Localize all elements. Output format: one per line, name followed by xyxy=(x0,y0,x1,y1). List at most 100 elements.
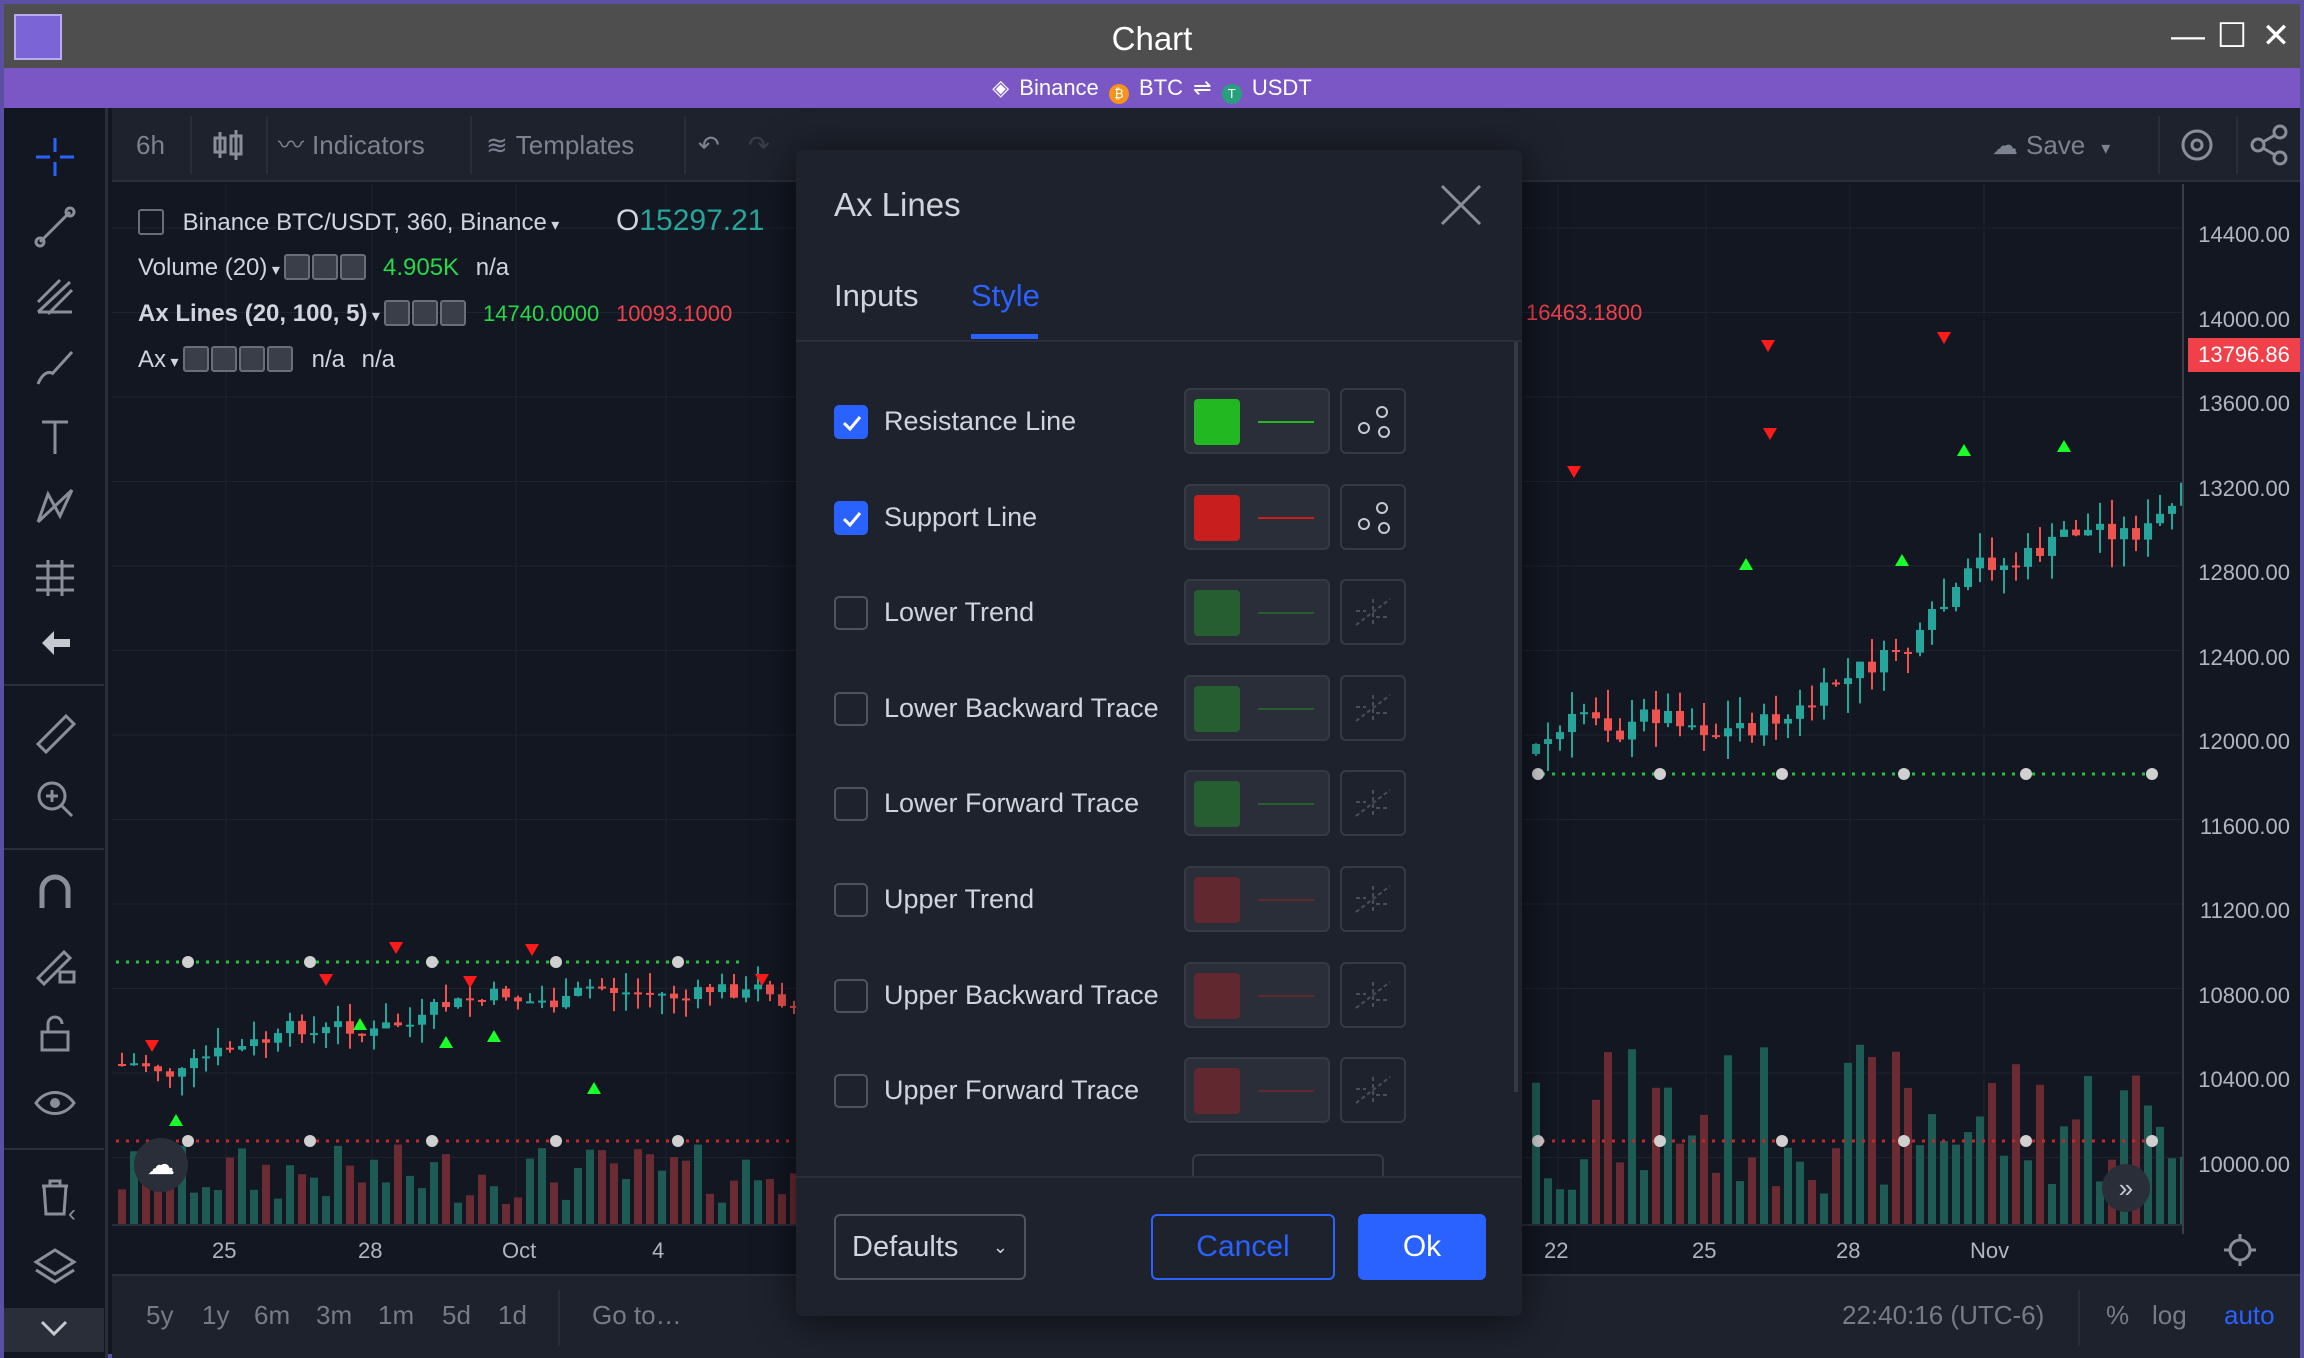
line-style-button[interactable] xyxy=(1340,770,1406,837)
close-icon[interactable] xyxy=(1436,180,1486,230)
ax-name[interactable]: Ax xyxy=(138,346,167,373)
indicators-button[interactable]: 〰 Indicators xyxy=(278,108,425,182)
collapse-toolbar-icon[interactable]: ‹ xyxy=(68,1200,76,1227)
templates-button[interactable]: ≋ Templates xyxy=(486,108,634,182)
row-checkbox[interactable] xyxy=(834,691,868,726)
clock[interactable]: 22:40:16 (UTC-6) xyxy=(1842,1300,2045,1330)
row-checkbox[interactable] xyxy=(834,500,868,535)
line-style-button[interactable] xyxy=(1340,674,1406,741)
line-style-button[interactable] xyxy=(1340,579,1406,646)
auto-toggle[interactable]: auto xyxy=(2224,1300,2275,1330)
settings-icon[interactable] xyxy=(312,254,339,280)
layers-icon[interactable] xyxy=(30,1242,80,1292)
flask-icon[interactable] xyxy=(182,346,209,372)
defaults-dropdown[interactable]: Defaults ⌄ xyxy=(834,1214,1026,1280)
line-style-button[interactable] xyxy=(1340,483,1406,550)
symbol-title[interactable]: Binance BTC/USDT, 360, Binance xyxy=(182,209,547,236)
trendline-icon[interactable] xyxy=(30,202,80,252)
row-checkbox[interactable] xyxy=(834,405,868,439)
line-style-button[interactable] xyxy=(1340,1057,1406,1124)
unlock-icon[interactable] xyxy=(30,1008,80,1058)
range-button-3m[interactable]: 3m xyxy=(316,1300,353,1330)
crosshair-icon[interactable] xyxy=(30,132,80,182)
range-button-6m[interactable]: 6m xyxy=(254,1300,291,1330)
range-button-1m[interactable]: 1m xyxy=(378,1300,415,1330)
magnet-icon[interactable] xyxy=(30,868,80,918)
percent-toggle[interactable]: % xyxy=(2106,1300,2130,1330)
line-style-button[interactable] xyxy=(1340,388,1406,454)
axlines-name[interactable]: Ax Lines (20, 100, 5) xyxy=(138,300,368,327)
dialog-scrollbar[interactable] xyxy=(1514,342,1518,1092)
interval-button[interactable]: 6h xyxy=(136,130,165,160)
close-window-button[interactable]: ✕ xyxy=(2261,17,2291,55)
log-toggle[interactable]: log xyxy=(2152,1300,2187,1330)
range-button-1y[interactable]: 1y xyxy=(202,1300,230,1330)
goto-button[interactable]: Go to… xyxy=(592,1300,682,1330)
settings-icon[interactable] xyxy=(238,346,265,372)
tab-inputs[interactable]: Inputs xyxy=(834,278,919,313)
ok-button[interactable]: Ok xyxy=(1358,1214,1486,1280)
undo-icon[interactable]: ↶ xyxy=(698,130,720,160)
color-swatch-button[interactable] xyxy=(1184,579,1330,646)
row-checkbox[interactable] xyxy=(834,1074,868,1109)
swap-icon[interactable]: ⇌ xyxy=(1193,75,1212,100)
color-swatch-button[interactable] xyxy=(1184,1057,1330,1124)
share-icon[interactable] xyxy=(2244,108,2294,182)
eye-toggle-icon[interactable] xyxy=(284,254,311,280)
back-arrow-icon[interactable] xyxy=(30,618,80,668)
row-checkbox[interactable] xyxy=(834,883,868,917)
eye-toggle-icon[interactable] xyxy=(210,346,237,372)
fib-icon[interactable] xyxy=(30,272,80,322)
chevron-down-icon[interactable]: ▾ xyxy=(267,262,285,279)
axis-settings-gear-icon[interactable] xyxy=(2220,1230,2260,1270)
minimize-button[interactable]: — xyxy=(2171,17,2205,55)
ruler-icon[interactable] xyxy=(30,708,80,758)
color-swatch-button[interactable] xyxy=(1184,770,1330,837)
prediction-icon[interactable] xyxy=(30,552,80,602)
buy-signal-icon xyxy=(1739,558,1753,570)
cancel-button[interactable]: Cancel xyxy=(1151,1214,1335,1280)
eye-icon[interactable] xyxy=(30,1078,80,1128)
partial-row-control[interactable] xyxy=(1192,1154,1384,1176)
chevron-down-icon[interactable]: ▾ xyxy=(546,217,560,234)
toolbar-collapse-button[interactable] xyxy=(4,1308,104,1352)
chevron-down-icon[interactable]: ▾ xyxy=(367,308,385,325)
brush-icon[interactable] xyxy=(30,342,80,392)
save-button[interactable]: ☁ Save ▾ xyxy=(1992,108,2110,182)
redo-icon[interactable]: ↷ xyxy=(748,130,770,160)
remove-icon[interactable] xyxy=(340,254,367,280)
row-checkbox[interactable] xyxy=(834,787,868,822)
settings-icon[interactable] xyxy=(412,300,439,326)
range-button-5d[interactable]: 5d xyxy=(442,1300,471,1330)
maximize-button[interactable]: ☐ xyxy=(2216,17,2248,55)
volume-name[interactable]: Volume (20) xyxy=(138,254,268,281)
trash-icon[interactable] xyxy=(30,1172,80,1222)
collapse-legend-icon[interactable] xyxy=(138,209,164,235)
candles-icon[interactable] xyxy=(208,108,248,182)
remove-icon[interactable] xyxy=(440,300,467,326)
lock-drawing-icon[interactable] xyxy=(30,938,80,988)
text-icon[interactable] xyxy=(30,412,80,462)
tab-style[interactable]: Style xyxy=(971,278,1040,313)
remove-icon[interactable] xyxy=(266,346,293,372)
line-style-button[interactable] xyxy=(1340,961,1406,1028)
eye-toggle-icon[interactable] xyxy=(384,300,411,326)
chevron-down-icon[interactable]: ▾ xyxy=(166,354,183,371)
gear-icon[interactable] xyxy=(2172,108,2222,182)
scroll-to-realtime-button[interactable]: » xyxy=(2102,1164,2150,1212)
color-swatch-button[interactable] xyxy=(1184,483,1330,550)
color-swatch-button[interactable] xyxy=(1184,674,1330,741)
color-swatch-button[interactable] xyxy=(1184,961,1330,1028)
row-checkbox[interactable] xyxy=(834,978,868,1013)
color-swatch-button[interactable] xyxy=(1184,388,1330,454)
ax-na-2: n/a xyxy=(361,346,396,373)
tradingview-logo-icon[interactable]: ☁ xyxy=(134,1138,188,1192)
pattern-icon[interactable] xyxy=(30,482,80,532)
price-axis[interactable]: 13796.86 14400.00 14000.00 13600.00 13200.0… xyxy=(2182,184,2300,1234)
color-swatch-button[interactable] xyxy=(1184,866,1330,932)
range-button-5y[interactable]: 5y xyxy=(146,1300,174,1330)
line-style-button[interactable] xyxy=(1340,866,1406,932)
range-button-1d[interactable]: 1d xyxy=(498,1300,527,1330)
row-checkbox[interactable] xyxy=(834,596,868,631)
zoom-in-icon[interactable] xyxy=(30,774,80,824)
